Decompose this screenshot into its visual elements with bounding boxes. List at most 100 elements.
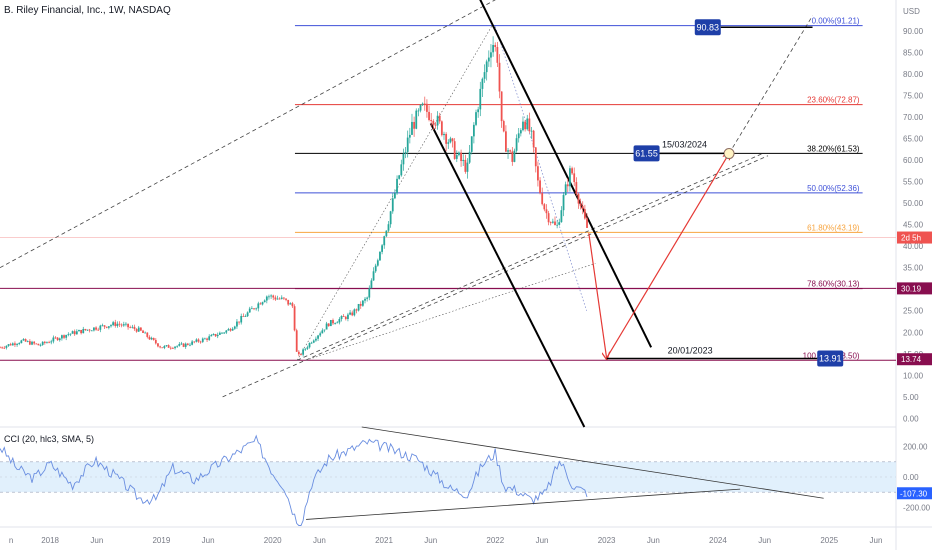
candle-body	[329, 320, 332, 327]
candle-body	[231, 328, 234, 331]
candle-body	[490, 52, 492, 58]
candle-body	[569, 168, 571, 187]
candle-body	[396, 178, 398, 194]
time-x-axis[interactable]: n 2018 Jun 2019 Jun 2020 Jun 2021 Jun 2022 Jun 2023…	[9, 536, 883, 545]
candle-body	[118, 323, 121, 325]
channel-ext-line[interactable]	[728, 15, 813, 154]
candle-body	[242, 316, 245, 317]
price-tick-label: 80.00	[903, 70, 924, 79]
candle-body	[351, 312, 354, 316]
candle-body	[434, 124, 437, 126]
candle-body	[184, 343, 187, 347]
projection-arrow[interactable]	[588, 233, 607, 358]
candle-body	[24, 339, 27, 342]
price-box[interactable]	[694, 19, 721, 36]
price-y-axis[interactable]: 0.005.0010.0015.0020.0025.0030.0035.0040…	[897, 27, 932, 424]
candle-body	[20, 340, 23, 344]
candle-body	[90, 330, 93, 332]
candle-body	[498, 62, 501, 92]
projection-arrow[interactable]	[606, 154, 729, 359]
candle-body	[353, 309, 356, 316]
candles	[0, 36, 588, 357]
fib-level-label: 0.00%(91.21)	[812, 17, 860, 26]
candle-body	[545, 209, 548, 214]
candle-body	[477, 109, 480, 113]
candle-body	[107, 326, 110, 328]
channel-mid-line[interactable]	[222, 155, 769, 398]
candle-body	[22, 339, 25, 341]
candle-body	[513, 150, 516, 162]
candle-body	[127, 323, 129, 328]
candle-body	[265, 296, 268, 301]
price-tick-label: 70.00	[903, 113, 924, 122]
candle-body	[283, 297, 285, 299]
candle-body	[312, 340, 315, 343]
price-tick-label: 60.00	[903, 156, 924, 165]
candle-body	[481, 78, 484, 89]
candle-body	[293, 306, 296, 331]
candle-body	[71, 331, 74, 334]
candle-body	[103, 325, 106, 327]
candle-body	[216, 334, 219, 337]
candle-body	[65, 334, 68, 338]
candle-body	[95, 327, 97, 330]
candle-body	[494, 44, 497, 48]
candle-body	[502, 121, 505, 132]
candle-body	[148, 336, 151, 340]
price-tick-label: 85.00	[903, 48, 924, 57]
candle-body	[562, 194, 565, 211]
price-tick-label: 55.00	[903, 178, 924, 187]
candle-body	[150, 337, 153, 340]
candle-body	[165, 345, 168, 347]
time-tick-label: 2021	[375, 536, 393, 545]
chart-title[interactable]: B. Riley Financial, Inc., 1W, NASDAQ	[4, 5, 171, 16]
channel-lower-line[interactable]	[297, 153, 763, 361]
candle-body	[398, 175, 401, 179]
candle-body	[500, 91, 503, 122]
candle-body	[169, 347, 172, 349]
candle-body	[408, 134, 411, 138]
cci-indicator-label[interactable]: CCI (20, hlc3, SMA, 5)	[4, 434, 95, 444]
candle-body	[48, 342, 50, 344]
candle-body	[78, 329, 80, 332]
candle-body	[547, 213, 550, 223]
descending-channel-upper[interactable]	[479, 0, 653, 348]
descending-channel-lower[interactable]	[429, 122, 586, 428]
candle-body	[255, 308, 258, 310]
fib-levels[interactable]: 0.00%(91.21) 23.60%(72.87) 38.20%(61.53) 50…	[0, 17, 896, 361]
candle-body	[142, 330, 144, 333]
candle-body	[438, 115, 441, 122]
price-box[interactable]	[633, 145, 660, 162]
trend-blue-dotted[interactable]	[494, 26, 587, 311]
candle-body	[389, 211, 392, 225]
target-circle-icon[interactable]	[723, 148, 735, 160]
cci-tick-label: -200.00	[903, 503, 931, 512]
candle-body	[114, 322, 117, 326]
candle-body	[3, 347, 6, 349]
cci-y-axis[interactable]: 200.00 0.00 -200.00 -107.30	[897, 443, 932, 513]
candle-body	[229, 329, 232, 331]
candle-body	[556, 224, 559, 226]
price-tick-label: 45.00	[903, 221, 924, 230]
candle-body	[46, 342, 48, 344]
candle-body	[325, 323, 328, 330]
candle-body	[84, 328, 87, 331]
candle-body	[505, 131, 507, 152]
candle-body	[263, 300, 266, 303]
trend-channels[interactable]	[0, 0, 813, 428]
price-box[interactable]	[817, 350, 844, 367]
candle-body	[33, 341, 36, 344]
candle-body	[253, 308, 255, 310]
candle-body	[204, 338, 206, 340]
candle-body	[86, 329, 89, 331]
annotations[interactable]: 90.83 61.55 13.91 15/03/2024 20/01/2023	[606, 19, 844, 367]
channel-upper-line[interactable]	[0, 0, 518, 269]
candle-body	[304, 348, 307, 350]
candle-body	[7, 344, 10, 346]
candle-body	[268, 296, 270, 298]
candle-body	[336, 322, 339, 324]
candle-body	[355, 309, 358, 311]
time-tick-label: 2019	[152, 536, 170, 545]
